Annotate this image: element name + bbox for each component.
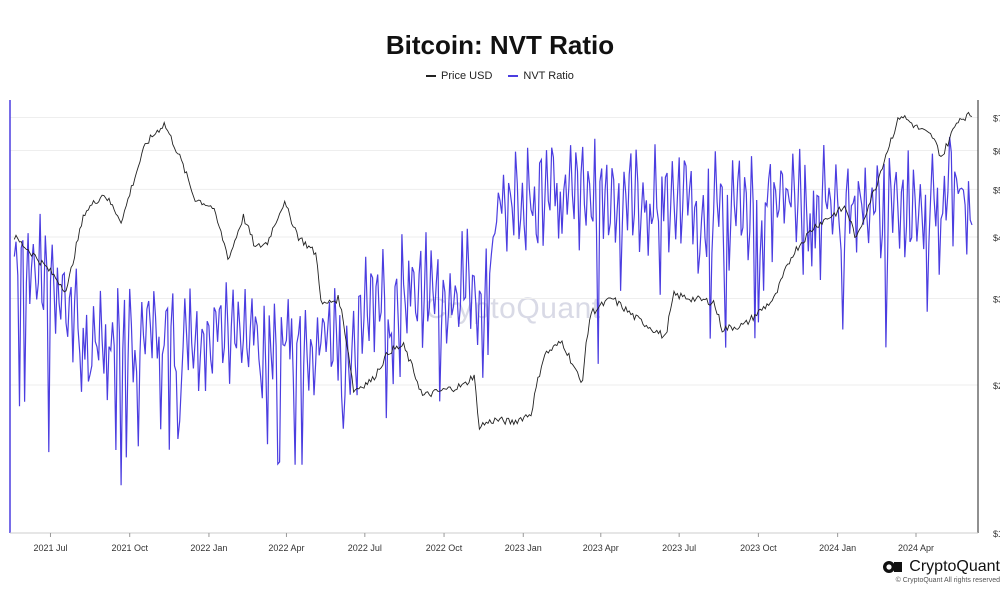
legend-label-price: Price USD xyxy=(441,70,493,82)
x-tick-label: 2023 Jul xyxy=(662,543,696,553)
y-tick-label: $40K xyxy=(993,233,1000,243)
x-tick-label: 2021 Jul xyxy=(33,543,67,553)
x-tick-label: 2023 Apr xyxy=(583,543,619,553)
legend: Price USD NVT Ratio xyxy=(0,70,1000,82)
x-tick-label: 2022 Apr xyxy=(268,543,304,553)
x-tick-label: 2022 Jul xyxy=(348,543,382,553)
x-tick-label: 2023 Jan xyxy=(505,543,542,553)
y-tick-label: $30K xyxy=(993,294,1000,304)
chart-title: Bitcoin: NVT Ratio xyxy=(385,30,615,60)
x-tick-label: 2021 Oct xyxy=(111,543,148,553)
cryptoquant-logo-icon xyxy=(883,561,903,573)
legend-label-nvt: NVT Ratio xyxy=(523,70,574,82)
brand-mark: CryptoQuant xyxy=(882,558,1000,576)
y-tick-label: $70K xyxy=(993,114,1000,124)
legend-item-nvt[interactable]: NVT Ratio xyxy=(508,70,574,82)
x-tick-label: 2022 Jan xyxy=(190,543,227,553)
brand-name: CryptoQuant xyxy=(909,558,1000,575)
legend-item-price[interactable]: Price USD xyxy=(426,70,492,82)
series-line-price-usd xyxy=(13,111,973,431)
x-tick-label: 2024 Jan xyxy=(819,543,856,553)
series-line-nvt-ratio xyxy=(13,136,973,486)
y-tick-label: $60K xyxy=(993,146,1000,156)
x-tick-label: 2023 Oct xyxy=(740,543,777,553)
y-tick-label: $50K xyxy=(993,185,1000,195)
legend-swatch-price xyxy=(426,75,437,77)
x-tick-label: 2024 Apr xyxy=(898,543,934,553)
x-tick-label: 2022 Oct xyxy=(426,543,463,553)
y-tick-label: $10K xyxy=(993,529,1000,539)
copyright: © CryptoQuant All rights reserved xyxy=(895,577,1000,584)
y-tick-label: $20K xyxy=(993,381,1000,391)
legend-swatch-nvt xyxy=(508,75,519,77)
